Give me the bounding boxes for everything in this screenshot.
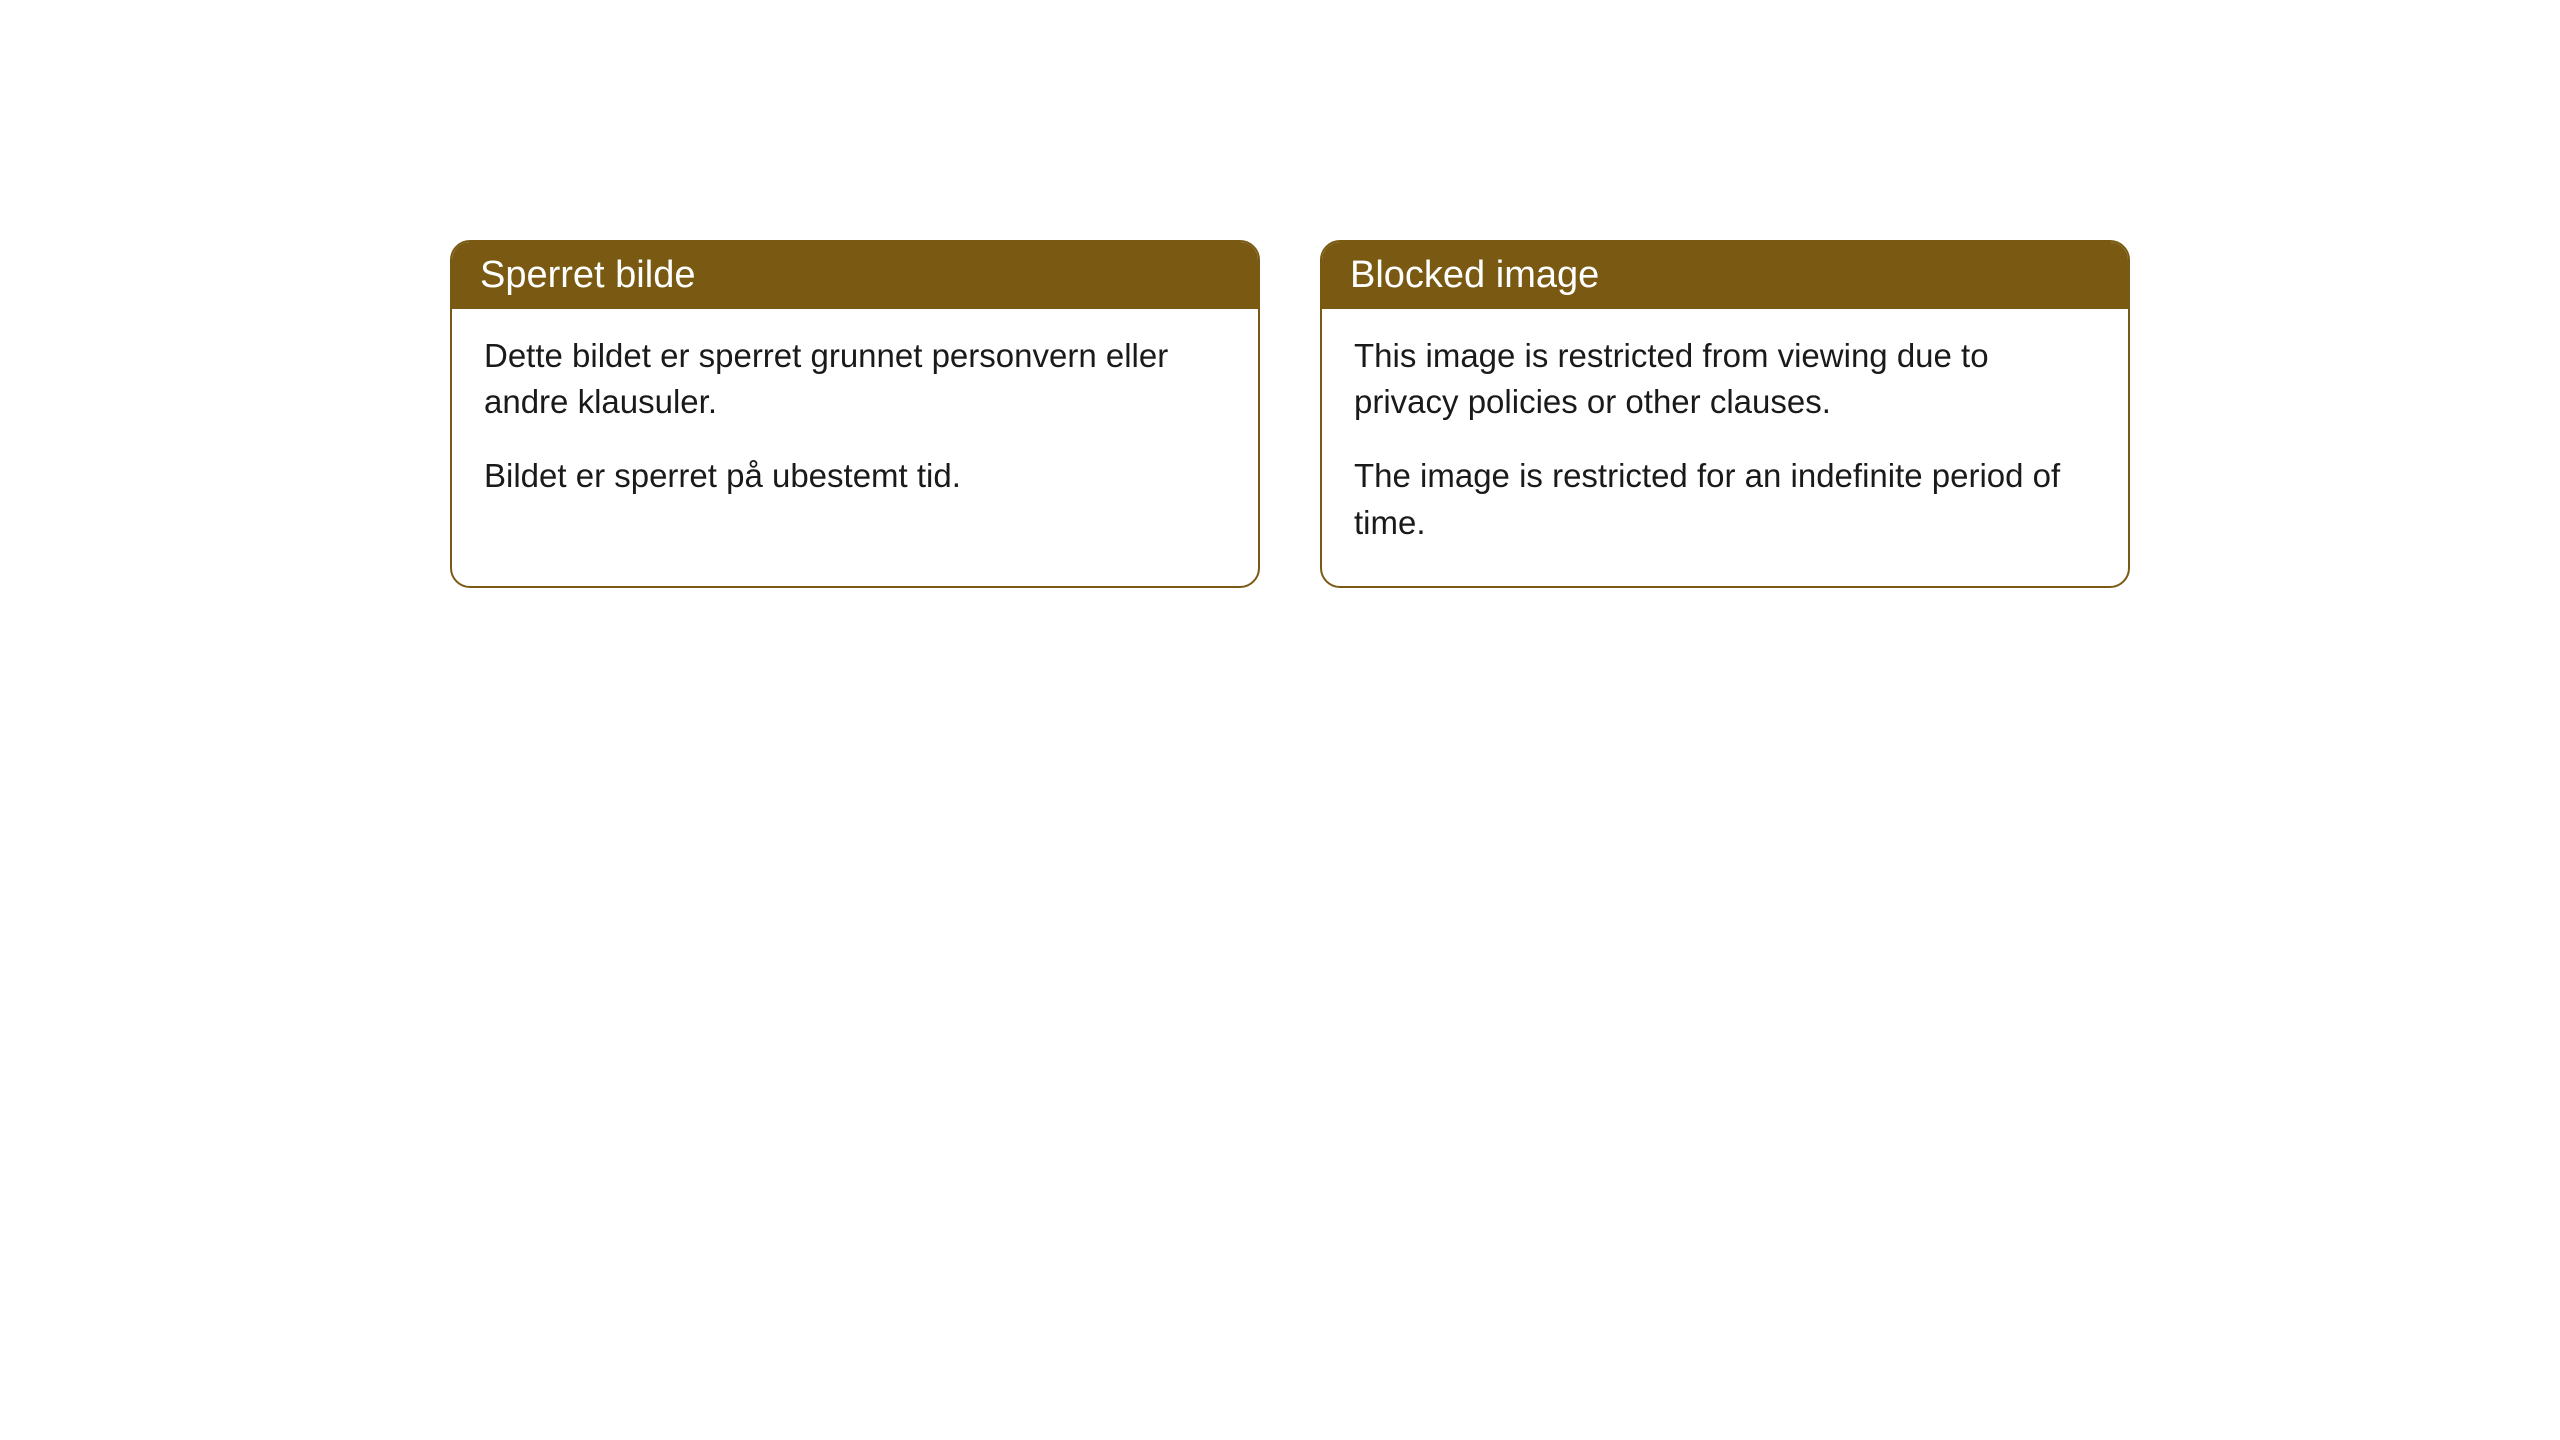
card-paragraph: Dette bildet er sperret grunnet personve… [484,333,1226,425]
card-paragraph: The image is restricted for an indefinit… [1354,453,2096,545]
blocked-image-card-norwegian: Sperret bilde Dette bildet er sperret gr… [450,240,1260,588]
blocked-image-card-english: Blocked image This image is restricted f… [1320,240,2130,588]
card-title: Blocked image [1350,254,1599,296]
card-header: Sperret bilde [452,242,1258,309]
card-body: Dette bildet er sperret grunnet personve… [452,309,1258,540]
notice-container: Sperret bilde Dette bildet er sperret gr… [0,0,2560,588]
card-paragraph: This image is restricted from viewing du… [1354,333,2096,425]
card-title: Sperret bilde [480,254,695,296]
card-paragraph: Bildet er sperret på ubestemt tid. [484,453,1226,499]
card-header: Blocked image [1322,242,2128,309]
card-body: This image is restricted from viewing du… [1322,309,2128,586]
